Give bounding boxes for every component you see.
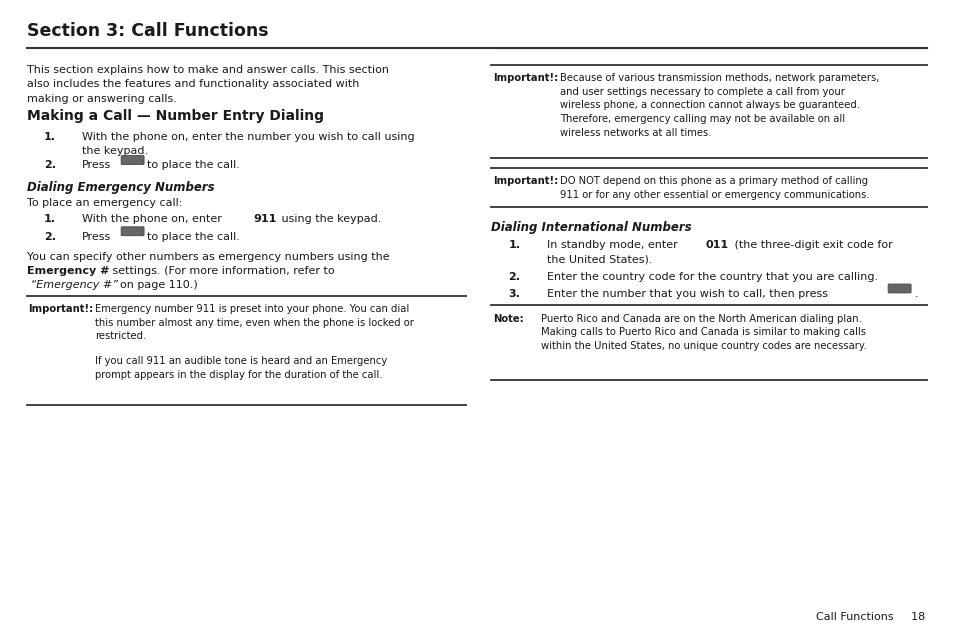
Text: Dialing Emergency Numbers: Dialing Emergency Numbers (27, 181, 214, 194)
Text: Section 3: Call Functions: Section 3: Call Functions (27, 22, 268, 39)
Text: 3.: 3. (508, 289, 519, 299)
Text: Dialing International Numbers: Dialing International Numbers (491, 221, 691, 234)
Text: to place the call.: to place the call. (147, 160, 239, 170)
Text: Because of various transmission methods, network parameters,
and user settings n: Because of various transmission methods,… (559, 73, 879, 137)
Text: settings. (For more information, refer to: settings. (For more information, refer t… (109, 266, 335, 276)
Text: Important!:: Important!: (493, 176, 558, 186)
Text: This section explains how to make and answer calls. This section
also includes t: This section explains how to make and an… (27, 65, 388, 104)
Text: Emergency #: Emergency # (27, 266, 109, 276)
Text: 2.: 2. (508, 272, 520, 282)
Text: In standby mode, enter: In standby mode, enter (546, 240, 680, 251)
FancyBboxPatch shape (121, 227, 144, 236)
FancyBboxPatch shape (887, 284, 910, 293)
Text: Making a Call — Number Entry Dialing: Making a Call — Number Entry Dialing (27, 109, 323, 123)
Text: DO NOT depend on this phone as a primary method of calling
911 or for any other : DO NOT depend on this phone as a primary… (559, 176, 869, 200)
Text: Emergency number 911 is preset into your phone. You can dial
this number almost : Emergency number 911 is preset into your… (95, 304, 414, 341)
Text: If you call 911 an audible tone is heard and an Emergency
prompt appears in the : If you call 911 an audible tone is heard… (95, 356, 387, 380)
Text: Call Functions     18: Call Functions 18 (815, 612, 924, 622)
Text: Note:: Note: (493, 314, 523, 324)
Text: .: . (914, 289, 918, 299)
Text: “Emergency #”: “Emergency #” (27, 280, 117, 290)
Text: To place an emergency call:: To place an emergency call: (27, 198, 182, 209)
Text: With the phone on, enter: With the phone on, enter (82, 214, 225, 225)
Text: 1.: 1. (508, 240, 520, 251)
Text: 911: 911 (253, 214, 277, 225)
Text: 2.: 2. (44, 160, 56, 170)
Text: You can specify other numbers as emergency numbers using the: You can specify other numbers as emergen… (27, 252, 389, 262)
Text: the United States).: the United States). (546, 254, 652, 265)
Text: 011: 011 (705, 240, 728, 251)
Text: Press: Press (82, 232, 112, 242)
Text: 1.: 1. (44, 214, 56, 225)
Text: Important!:: Important!: (29, 304, 93, 314)
Text: using the keypad.: using the keypad. (277, 214, 380, 225)
Text: on page 110.): on page 110.) (112, 280, 197, 290)
Text: Enter the number that you wish to call, then press: Enter the number that you wish to call, … (546, 289, 827, 299)
Text: Press: Press (82, 160, 112, 170)
FancyBboxPatch shape (121, 156, 144, 165)
Text: to place the call.: to place the call. (147, 232, 239, 242)
Text: With the phone on, enter the number you wish to call using
the keypad.: With the phone on, enter the number you … (82, 132, 415, 156)
Text: Important!:: Important!: (493, 73, 558, 83)
Text: 2.: 2. (44, 232, 56, 242)
Text: Puerto Rico and Canada are on the North American dialing plan.
Making calls to P: Puerto Rico and Canada are on the North … (540, 314, 865, 350)
Text: 1.: 1. (44, 132, 56, 142)
Text: Enter the country code for the country that you are calling.: Enter the country code for the country t… (546, 272, 877, 282)
Text: (the three-digit exit code for: (the three-digit exit code for (730, 240, 892, 251)
